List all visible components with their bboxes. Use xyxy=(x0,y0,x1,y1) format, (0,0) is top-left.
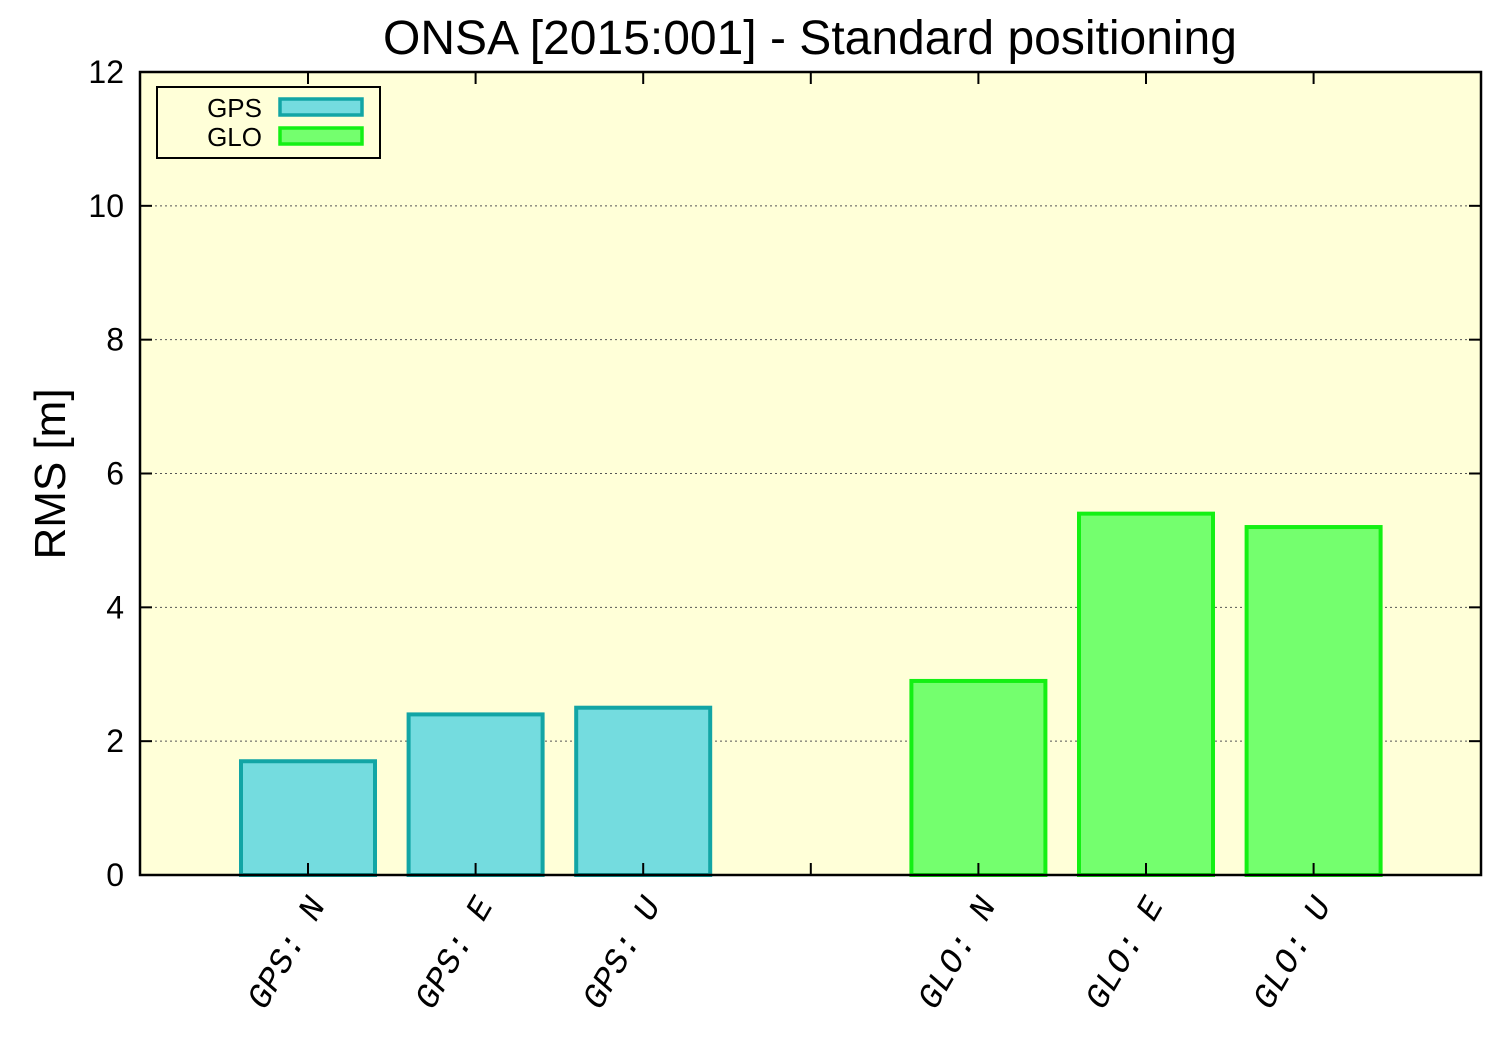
x-tick-labels: GPS: N GPS: E GPS: U GLO: N GLO: E GLO: U xyxy=(241,891,1341,1017)
legend-swatch-gps xyxy=(278,97,364,117)
y-tick-labels: 0 2 4 6 8 10 12 xyxy=(88,54,124,893)
legend-swatch-glo xyxy=(278,126,364,146)
bar-glo xyxy=(1077,511,1215,878)
x-tick-label: GPS: E xyxy=(409,891,503,1017)
legend-box xyxy=(156,86,381,159)
x-tick-label: GPS: N xyxy=(241,891,335,1017)
x-tick-label: GLO: N xyxy=(912,891,1006,1017)
y-tick-label: 4 xyxy=(106,589,124,625)
grid-lines xyxy=(140,205,1481,742)
legend-label-gps: GPS xyxy=(207,93,262,123)
y-tick-label: 8 xyxy=(106,322,124,358)
bar-glo xyxy=(909,678,1048,877)
y-tick-label: 2 xyxy=(106,723,124,759)
y-axis-label: RMS [m] xyxy=(26,388,75,559)
x-tick-label: GLO: U xyxy=(1247,891,1341,1017)
y-tick-label: 0 xyxy=(106,857,124,893)
bar-gps xyxy=(574,705,713,877)
y-tick-label: 10 xyxy=(88,188,124,224)
bar-gps xyxy=(406,712,545,878)
x-tick-label: GLO: E xyxy=(1079,891,1173,1017)
chart-title: ONSA [2015:001] - Standard positioning xyxy=(383,12,1237,65)
y-tick-label: 12 xyxy=(88,54,124,90)
bars xyxy=(239,511,1383,878)
axis-ticks xyxy=(140,71,1481,876)
bar-glo xyxy=(1244,525,1383,877)
bar-gps xyxy=(239,759,377,877)
legend: GPS GLO xyxy=(156,86,381,159)
y-tick-label: 6 xyxy=(106,456,124,492)
legend-label-glo: GLO xyxy=(207,122,262,152)
x-tick-label: GPS: U xyxy=(577,891,671,1017)
